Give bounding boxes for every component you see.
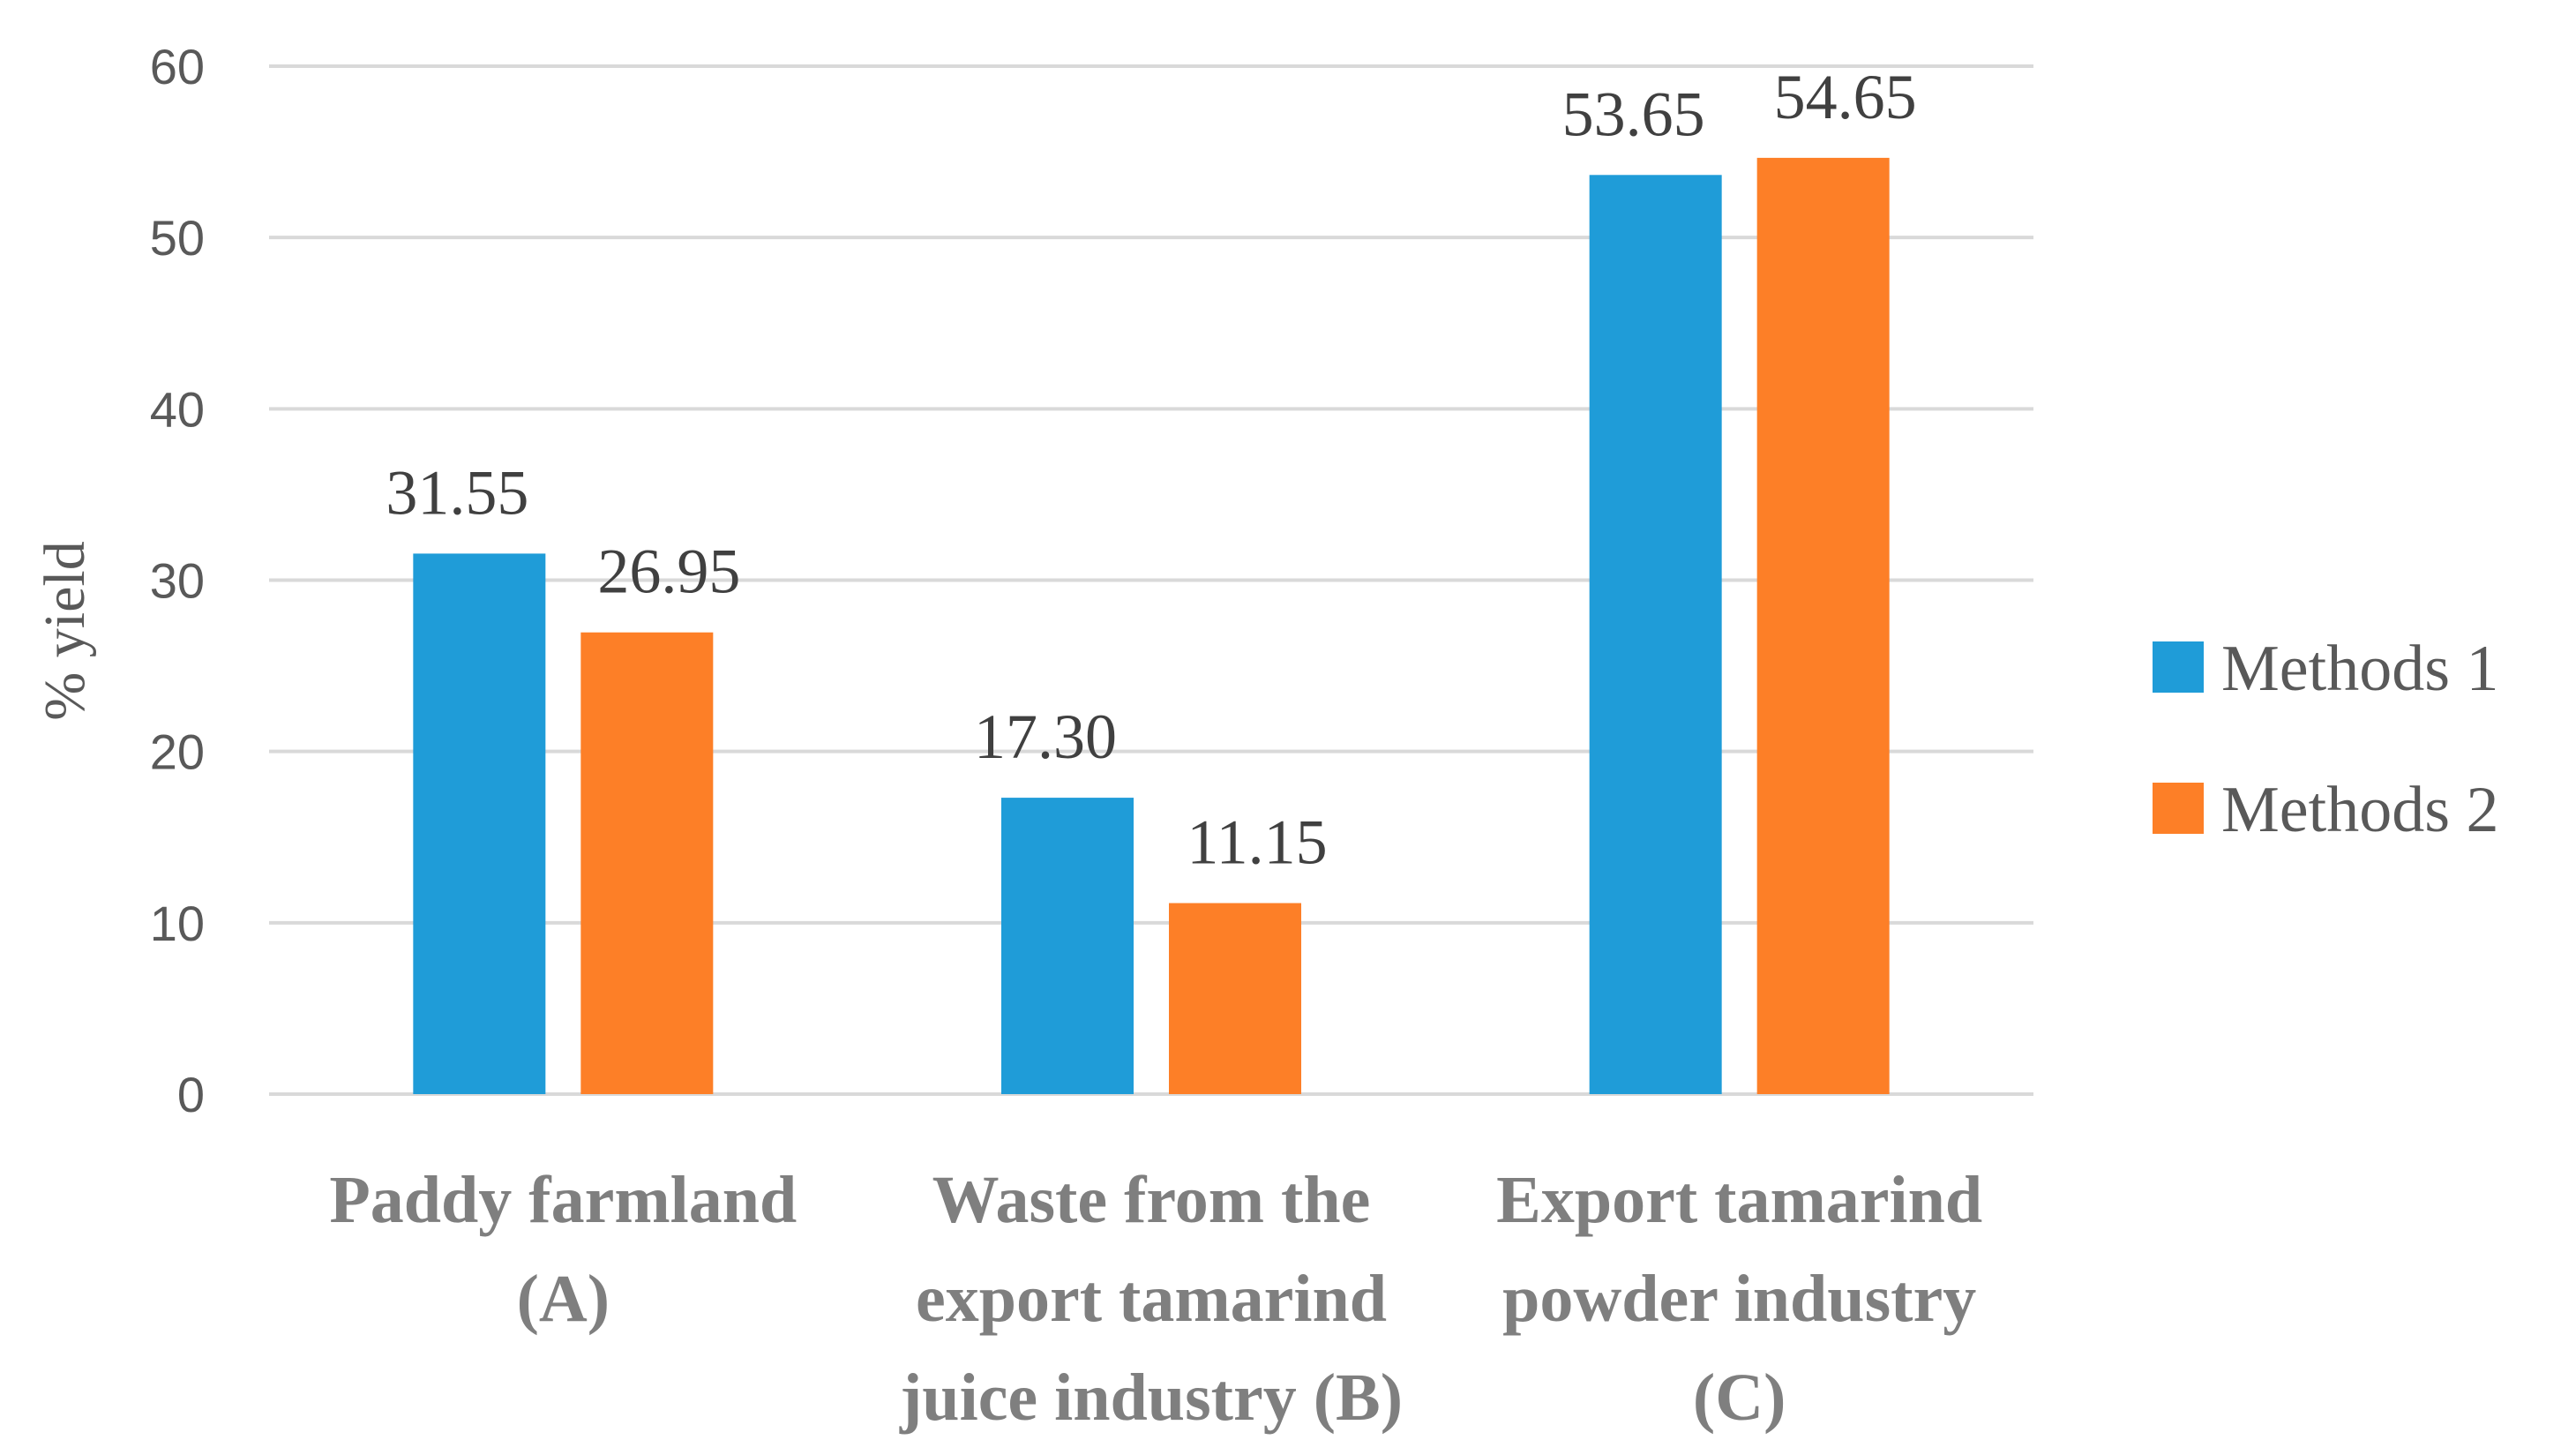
legend-swatch (2153, 641, 2204, 693)
category-label: juice industry (B) (899, 1361, 1403, 1435)
bar-methods-1 (413, 553, 546, 1094)
data-label: 31.55 (386, 457, 528, 528)
bar-methods-2 (1756, 157, 1890, 1095)
legend-label: Methods 2 (2221, 774, 2499, 846)
category-label: Export tamarind (1496, 1163, 1982, 1237)
y-tick-label: 60 (150, 39, 205, 94)
y-tick-label: 20 (150, 724, 205, 780)
category-label: Paddy farmland (329, 1163, 797, 1237)
y-tick-label: 30 (150, 553, 205, 609)
bar-methods-1 (1589, 175, 1722, 1094)
category-label: (C) (1693, 1361, 1786, 1435)
legend-swatch (2153, 783, 2204, 834)
category-label: powder industry (1502, 1262, 1976, 1336)
data-label: 17.30 (974, 701, 1117, 772)
bar-methods-2 (580, 632, 714, 1094)
bar-methods-2 (1169, 903, 1301, 1094)
y-tick-label: 0 (177, 1067, 205, 1122)
y-tick-label: 40 (150, 381, 205, 437)
data-labels: 31.55 26.95 17.30 11.15 53.65 54.65 (386, 62, 1916, 878)
gridlines (269, 64, 2033, 1096)
y-tick-label: 10 (150, 896, 205, 951)
category-label: (A) (517, 1262, 610, 1336)
legend: Methods 1 Methods 2 (2153, 633, 2499, 846)
y-axis-label: % yield (33, 541, 97, 720)
data-label: 11.15 (1187, 807, 1327, 878)
y-tick-label: 50 (150, 210, 205, 266)
y-axis-ticks: 0 10 20 30 40 50 60 (150, 39, 205, 1122)
category-label: export tamarind (916, 1262, 1387, 1336)
data-label: 54.65 (1774, 62, 1917, 132)
bar-methods-1 (1001, 798, 1134, 1094)
x-axis-categories: Paddy farmland (A) Waste from the export ta… (329, 1163, 1982, 1435)
bars (413, 157, 1890, 1095)
category-label: Waste from the (932, 1163, 1371, 1237)
legend-label: Methods 1 (2221, 633, 2499, 705)
data-label: 53.65 (1562, 79, 1705, 149)
data-label: 26.95 (597, 536, 740, 607)
